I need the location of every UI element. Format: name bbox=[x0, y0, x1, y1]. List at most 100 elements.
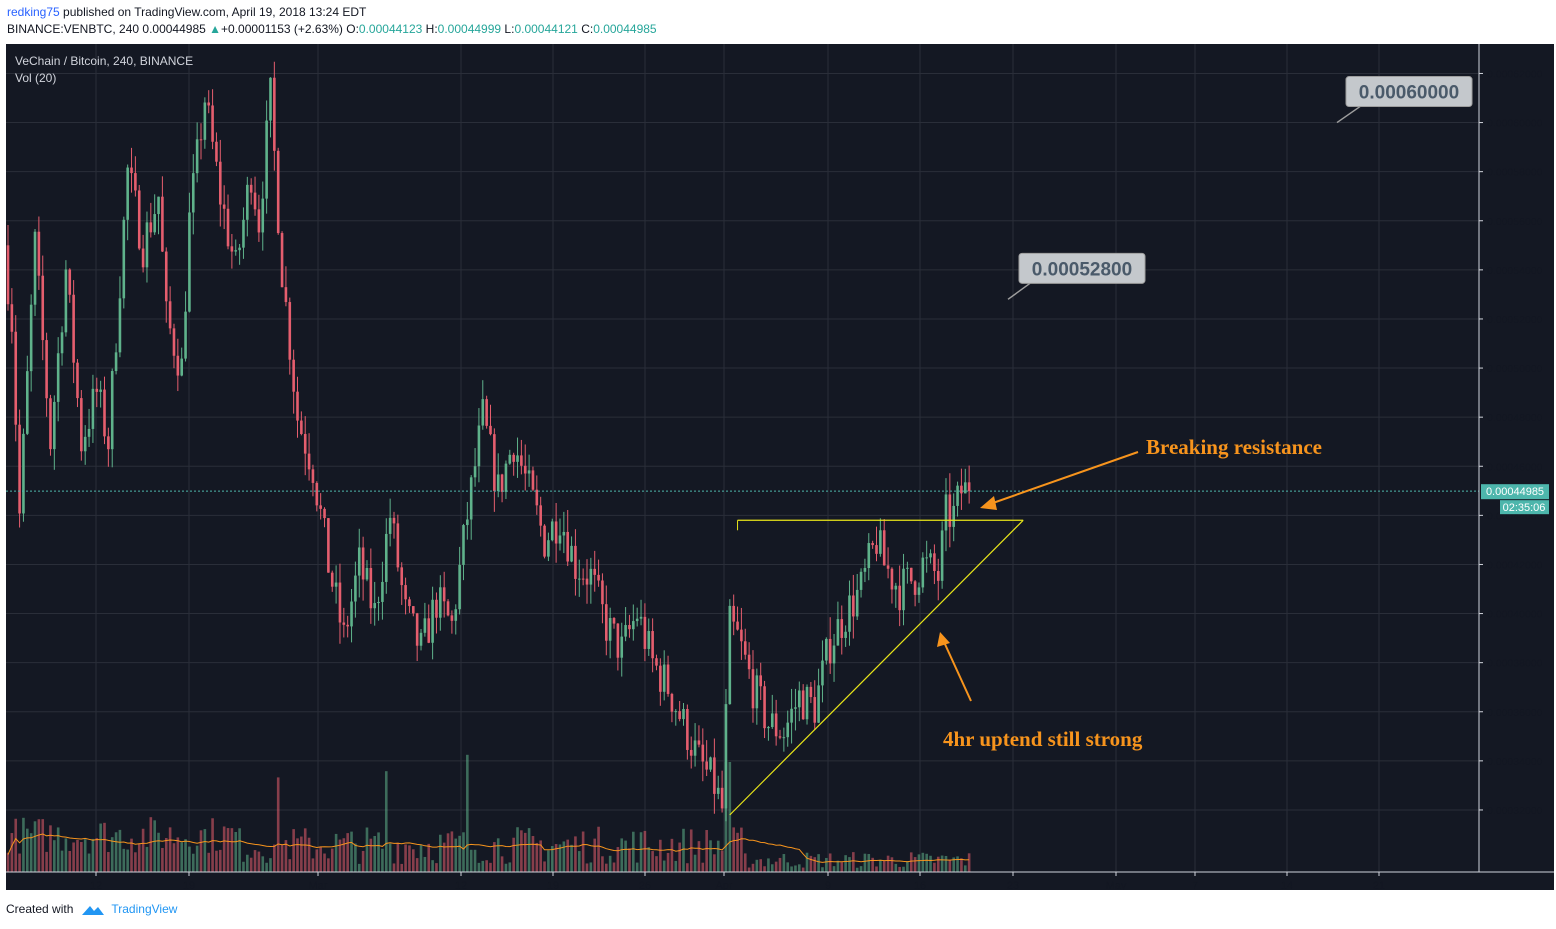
author-link[interactable]: redking75 bbox=[7, 5, 60, 19]
volume-bar bbox=[377, 832, 380, 872]
candle-body bbox=[122, 219, 126, 299]
candle-body bbox=[41, 275, 45, 341]
candle-body bbox=[620, 636, 624, 658]
volume-bar bbox=[825, 857, 828, 872]
volume-bar bbox=[203, 829, 207, 872]
time-axis[interactable]: 12 19 Mar 12 19 26 Apr 9 16 23 May 7 14 21 bbox=[90, 872, 1385, 890]
high-label: H: bbox=[425, 22, 438, 36]
candle-body bbox=[141, 248, 145, 268]
volume-bar bbox=[41, 819, 45, 872]
price-axis[interactable]: 0.00062000 0.00060000 0.00058000 0.00056000… bbox=[1479, 68, 1543, 817]
close-value: 0.00044985 bbox=[593, 22, 657, 36]
volume-bar bbox=[14, 818, 18, 872]
volume-bar bbox=[489, 862, 492, 872]
resistance-arrow-icon bbox=[989, 451, 1139, 505]
candle-body bbox=[500, 474, 504, 492]
candle-body bbox=[29, 304, 33, 372]
low-label: L: bbox=[504, 22, 515, 36]
candle-body bbox=[875, 545, 878, 554]
price-change: +0.00001153 (+2.63%) bbox=[221, 22, 343, 36]
candle-body bbox=[388, 517, 392, 534]
candle-body bbox=[273, 77, 276, 151]
candle-body bbox=[130, 167, 133, 174]
tradingview-logo-icon[interactable] bbox=[81, 903, 105, 917]
volume-bar bbox=[180, 842, 183, 872]
price-tick-label: 0.00052000 bbox=[1487, 314, 1543, 326]
last-price-tag: 0.00044985 02:35:06 bbox=[1481, 484, 1549, 515]
candle-body bbox=[219, 161, 222, 205]
volume-bar bbox=[662, 860, 666, 872]
candle-body bbox=[296, 391, 299, 421]
volume-bar bbox=[246, 854, 249, 872]
price-chart[interactable]: Breaking resistance 4hr uptend still str… bbox=[6, 44, 1554, 890]
volume-bar bbox=[936, 856, 940, 872]
candle-body bbox=[230, 246, 234, 252]
volume-bar bbox=[577, 851, 581, 872]
candle-body bbox=[809, 686, 813, 698]
candle-body bbox=[879, 530, 882, 554]
price-tick-label: 0.00042000 bbox=[1487, 559, 1543, 571]
volume-bar bbox=[798, 864, 801, 872]
candle-body bbox=[22, 433, 25, 514]
candle-body bbox=[562, 531, 566, 536]
volume-bar bbox=[330, 848, 334, 872]
candle-body bbox=[126, 167, 129, 220]
candle-body bbox=[755, 675, 759, 709]
volume-bar bbox=[770, 864, 774, 872]
volume-bar bbox=[894, 863, 898, 872]
candle-body bbox=[149, 222, 153, 233]
volume-bar bbox=[431, 860, 434, 872]
candle-body bbox=[597, 574, 600, 581]
volume-bar bbox=[543, 861, 546, 872]
tradingview-link[interactable]: TradingView bbox=[111, 902, 178, 916]
volume-bar bbox=[736, 832, 739, 872]
volume-bar bbox=[794, 865, 797, 872]
volume-ma-line bbox=[7, 833, 970, 863]
volume-bar bbox=[608, 855, 612, 872]
candle-body bbox=[199, 139, 203, 141]
volume-bar bbox=[107, 852, 110, 872]
candle-body bbox=[929, 553, 932, 558]
candle-body bbox=[357, 547, 361, 576]
candle-body bbox=[384, 533, 388, 582]
volume-bar bbox=[659, 839, 662, 872]
candle-body bbox=[527, 470, 531, 474]
volume-bar bbox=[612, 862, 616, 872]
volume-bar bbox=[728, 762, 732, 872]
volume-bar bbox=[767, 858, 770, 872]
volume-bar bbox=[585, 863, 589, 872]
candle-body bbox=[716, 787, 720, 794]
volume-bar bbox=[319, 847, 322, 872]
volume-bar bbox=[944, 855, 948, 872]
candle-body bbox=[338, 582, 342, 623]
candle-body bbox=[415, 613, 419, 646]
candle-body bbox=[300, 420, 303, 434]
price-tick-label: 0.00040000 bbox=[1487, 609, 1543, 621]
volume-bar bbox=[334, 833, 338, 872]
candle-body bbox=[45, 340, 48, 399]
volume-bar bbox=[523, 832, 527, 872]
candle-body bbox=[871, 543, 874, 546]
volume-bar bbox=[164, 838, 168, 872]
candle-body bbox=[523, 465, 527, 474]
candle-body bbox=[601, 580, 604, 605]
close-label: C: bbox=[581, 22, 594, 36]
callout-pointer bbox=[1336, 105, 1361, 124]
volume-bar bbox=[689, 829, 693, 872]
last-price-tag-bg bbox=[1481, 484, 1549, 500]
candle-body bbox=[377, 601, 380, 604]
candle-body bbox=[709, 757, 712, 770]
callout-pointer bbox=[1007, 282, 1031, 300]
candle-body bbox=[134, 173, 137, 191]
volume-bar bbox=[207, 852, 211, 872]
volume-bar bbox=[963, 865, 967, 872]
candle-body bbox=[157, 196, 160, 215]
candle-body bbox=[786, 722, 790, 738]
volume-bar bbox=[805, 852, 809, 872]
candle-body bbox=[319, 505, 322, 509]
time-tick-label: 19 bbox=[547, 880, 559, 890]
candle-body bbox=[960, 485, 963, 494]
volume-bar bbox=[361, 850, 365, 872]
candle-body bbox=[10, 304, 14, 332]
publish-line: redking75 published on TradingView.com, … bbox=[7, 5, 366, 19]
